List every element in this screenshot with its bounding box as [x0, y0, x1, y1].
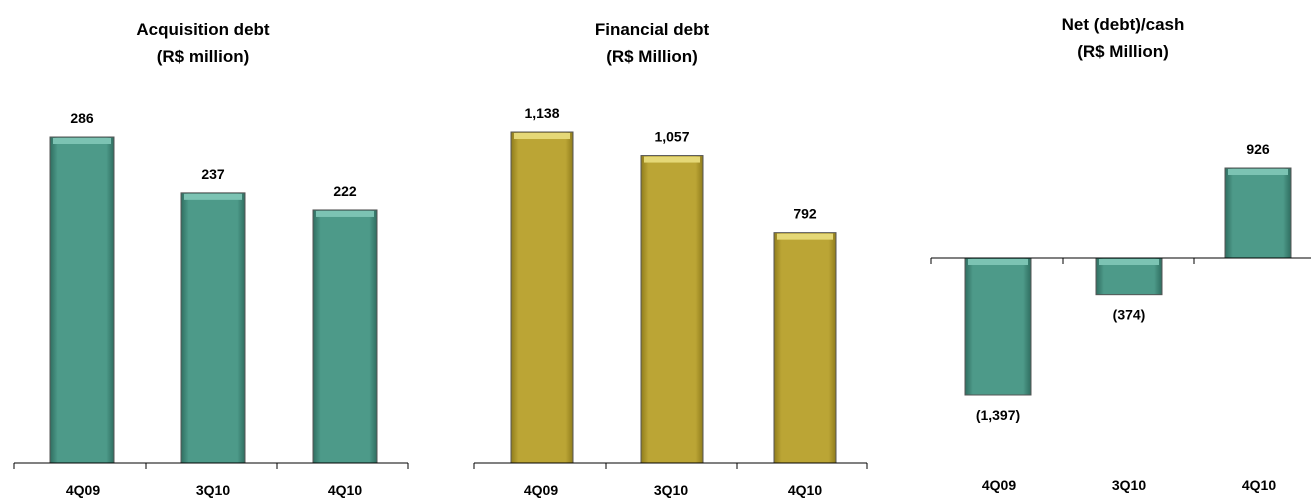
- bar: [49, 136, 115, 464]
- bar-highlight: [1228, 169, 1288, 175]
- bar-highlight: [53, 138, 111, 144]
- bar-group: 1,138 1,057 792: [510, 105, 837, 464]
- bar-highlight: [968, 259, 1028, 265]
- bar-value-label: 792: [793, 206, 817, 222]
- bar-value-label: 222: [333, 183, 357, 199]
- chart-panel-acquisition-debt: Acquisition debt (R$ million) 286237222 …: [13, 20, 409, 498]
- chart-subtitle: (R$ Million): [606, 47, 698, 66]
- bar-highlight: [184, 193, 242, 200]
- chart-subtitle: (R$ Million): [1077, 42, 1169, 61]
- bar: [1224, 167, 1292, 259]
- bar: [773, 232, 837, 464]
- x-tick-label: 4Q10: [1242, 477, 1276, 493]
- chart-panel-net-debt-cash: Net (debt)/cash (R$ Million) (1,397) (374…: [930, 15, 1311, 493]
- x-tick-label: 3Q10: [196, 482, 230, 498]
- x-tick-label: 4Q10: [328, 482, 362, 498]
- bar-highlight: [777, 233, 833, 240]
- x-tick-label: 3Q10: [1112, 477, 1146, 493]
- bar-value-label: 926: [1246, 141, 1270, 157]
- chart-subtitle: (R$ million): [157, 47, 250, 66]
- bar-value-label: 286: [70, 110, 94, 126]
- chart-panel-financial-debt: Financial debt (R$ Million) 1,138 1,057 79…: [473, 20, 868, 498]
- bar-value-label: 1,057: [654, 129, 689, 145]
- bar: [180, 192, 246, 464]
- chart-title: Net (debt)/cash: [1062, 15, 1185, 34]
- bar-value-label: (1,397): [976, 407, 1020, 423]
- x-tick-label: 4Q09: [524, 482, 558, 498]
- chart-title: Acquisition debt: [136, 20, 270, 39]
- bar-value-label: (374): [1113, 307, 1146, 323]
- bar-highlight: [316, 210, 374, 217]
- bar-value-label: 237: [201, 166, 225, 182]
- bar-highlight: [1099, 259, 1159, 265]
- chart-title: Financial debt: [595, 20, 710, 39]
- x-tick-label: 3Q10: [654, 482, 688, 498]
- bar-value-label: 1,138: [524, 105, 559, 121]
- x-tick-label: 4Q09: [982, 477, 1016, 493]
- bar: [964, 257, 1032, 396]
- bar: [640, 155, 704, 464]
- bar-group: 286 237 222: [49, 110, 378, 464]
- bar: [510, 131, 574, 464]
- x-tick-label: 4Q09: [66, 482, 100, 498]
- bar-group: (1,397) (374) 926: [964, 141, 1292, 423]
- bar: [312, 209, 378, 464]
- x-tick-label: 4Q10: [788, 482, 822, 498]
- bar-highlight: [514, 133, 570, 139]
- bar-highlight: [644, 156, 700, 163]
